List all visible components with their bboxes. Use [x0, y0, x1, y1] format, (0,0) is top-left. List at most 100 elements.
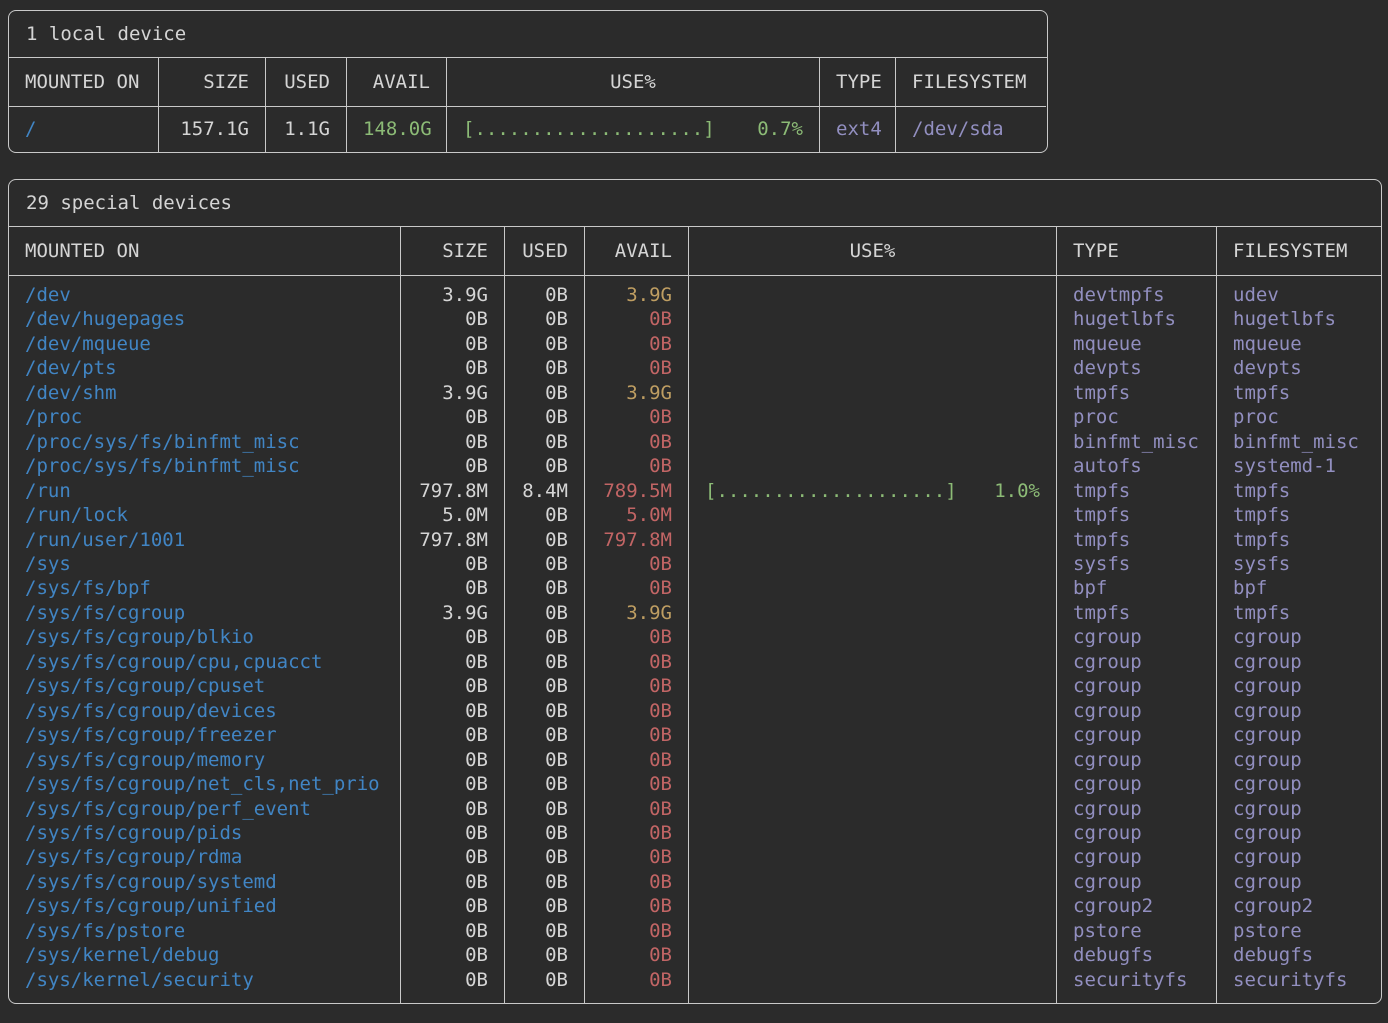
use-percent-cell: [....................] 1.0%: [688, 478, 1056, 504]
avail-cell: 0B: [584, 943, 688, 968]
avail-cell: 0B: [584, 967, 688, 1004]
filesystem-cell: cgroup: [1216, 723, 1381, 748]
use-percent-cell: [688, 331, 1056, 357]
avail-cell: 0B: [584, 723, 688, 748]
type-cell: sysfs: [1056, 551, 1216, 577]
mounted-on-cell: /sys/fs/bpf: [25, 577, 151, 600]
avail-cell: 0B: [584, 820, 688, 846]
usage-percent: 1.0%: [994, 479, 1040, 502]
used-cell: 0B: [504, 674, 584, 699]
avail-cell: 0B: [584, 894, 688, 919]
header-mounted-on: MOUNTED ON: [9, 58, 158, 107]
type-cell: cgroup: [1056, 747, 1216, 773]
mounted-on-cell: /sys/fs/cgroup/devices: [25, 699, 277, 722]
size-cell: 797.8M: [400, 478, 504, 504]
special-table-grid: MOUNTED ON SIZE USED AVAIL USE% TYPE FIL…: [9, 227, 1381, 1004]
size-cell: 0B: [400, 820, 504, 846]
header-avail: AVAIL: [584, 227, 688, 276]
use-percent-cell: [688, 551, 1056, 577]
use-percent-cell: [688, 276, 1056, 308]
type-cell: cgroup: [1056, 772, 1216, 797]
size-cell: 157.1G: [158, 107, 265, 152]
type-cell: cgroup: [1056, 723, 1216, 748]
filesystem-cell: cgroup2: [1216, 894, 1381, 919]
header-avail: AVAIL: [346, 58, 446, 107]
type-cell: autofs: [1056, 454, 1216, 479]
avail-cell: 0B: [584, 551, 688, 577]
mounted-on-cell: /sys/kernel/debug: [25, 944, 220, 967]
filesystem-cell: tmpfs: [1216, 503, 1381, 528]
use-percent-cell: [688, 674, 1056, 699]
filesystem-cell: mqueue: [1216, 331, 1381, 357]
mounted-on-cell: /sys/fs/cgroup/cpu,cpuacct: [25, 650, 323, 673]
avail-cell: 797.8M: [584, 527, 688, 552]
mounted-on-cell: /proc/sys/fs/binfmt_misc: [25, 430, 300, 453]
mounted-on-cell: /dev/hugepages: [25, 308, 186, 331]
filesystem-cell: cgroup: [1216, 674, 1381, 699]
used-cell: 0B: [504, 723, 584, 748]
filesystem-cell: cgroup: [1216, 796, 1381, 821]
used-cell: 0B: [504, 918, 584, 944]
local-devices-table: 1 local device MOUNTED ON SIZE USED AVAI…: [8, 10, 1048, 153]
header-size: SIZE: [400, 227, 504, 276]
size-cell: 0B: [400, 747, 504, 773]
filesystem-cell: tmpfs: [1216, 380, 1381, 406]
header-used: USED: [504, 227, 584, 276]
header-type: TYPE: [819, 58, 895, 107]
filesystem-cell: cgroup: [1216, 869, 1381, 895]
type-cell: binfmt_misc: [1056, 429, 1216, 455]
usage-bar: [....................]: [705, 479, 957, 502]
header-mounted-on: MOUNTED ON: [9, 227, 400, 276]
type-cell: cgroup: [1056, 698, 1216, 724]
type-cell: ext4: [819, 107, 895, 152]
type-cell: tmpfs: [1056, 478, 1216, 504]
use-percent-cell: [688, 527, 1056, 552]
use-percent-cell: [688, 429, 1056, 455]
type-cell: cgroup: [1056, 845, 1216, 870]
use-percent-cell: [688, 649, 1056, 675]
size-cell: 0B: [400, 649, 504, 675]
used-cell: 0B: [504, 820, 584, 846]
used-cell: 0B: [504, 796, 584, 821]
size-cell: 797.8M: [400, 527, 504, 552]
type-cell: cgroup: [1056, 649, 1216, 675]
type-cell: mqueue: [1056, 331, 1216, 357]
filesystem-cell: udev: [1216, 276, 1381, 308]
type-cell: cgroup: [1056, 625, 1216, 650]
header-size: SIZE: [158, 58, 265, 107]
use-percent-cell: [688, 503, 1056, 528]
used-cell: 0B: [504, 454, 584, 479]
used-cell: 0B: [504, 845, 584, 870]
avail-cell: 0B: [584, 331, 688, 357]
use-percent-cell: [688, 698, 1056, 724]
type-cell: tmpfs: [1056, 380, 1216, 406]
use-percent-cell: [688, 820, 1056, 846]
avail-cell: 0B: [584, 356, 688, 381]
size-cell: 3.9G: [400, 276, 504, 308]
type-cell: proc: [1056, 405, 1216, 430]
used-cell: 1.1G: [265, 107, 346, 152]
size-cell: 0B: [400, 331, 504, 357]
use-percent-cell: [688, 356, 1056, 381]
type-cell: cgroup: [1056, 820, 1216, 846]
used-cell: 0B: [504, 331, 584, 357]
mounted-on-cell: /proc/sys/fs/binfmt_misc: [25, 455, 300, 478]
used-cell: 0B: [504, 869, 584, 895]
size-cell: 0B: [400, 674, 504, 699]
avail-cell: 0B: [584, 918, 688, 944]
type-cell: hugetlbfs: [1056, 307, 1216, 332]
used-cell: 0B: [504, 625, 584, 650]
size-cell: 0B: [400, 625, 504, 650]
mounted-on-cell: /: [25, 118, 37, 140]
mounted-on-cell: /sys/fs/cgroup/cpuset: [25, 675, 266, 698]
avail-cell: 0B: [584, 649, 688, 675]
used-cell: 0B: [504, 356, 584, 381]
mounted-on-cell: /sys/fs/pstore: [25, 919, 186, 942]
use-percent-cell: [688, 918, 1056, 944]
use-percent-cell: [688, 747, 1056, 773]
mounted-on-cell: /dev/pts: [25, 357, 117, 380]
size-cell: 5.0M: [400, 503, 504, 528]
header-filesystem: FILESYSTEM: [1216, 227, 1381, 276]
size-cell: 0B: [400, 967, 504, 1004]
type-cell: bpf: [1056, 576, 1216, 601]
